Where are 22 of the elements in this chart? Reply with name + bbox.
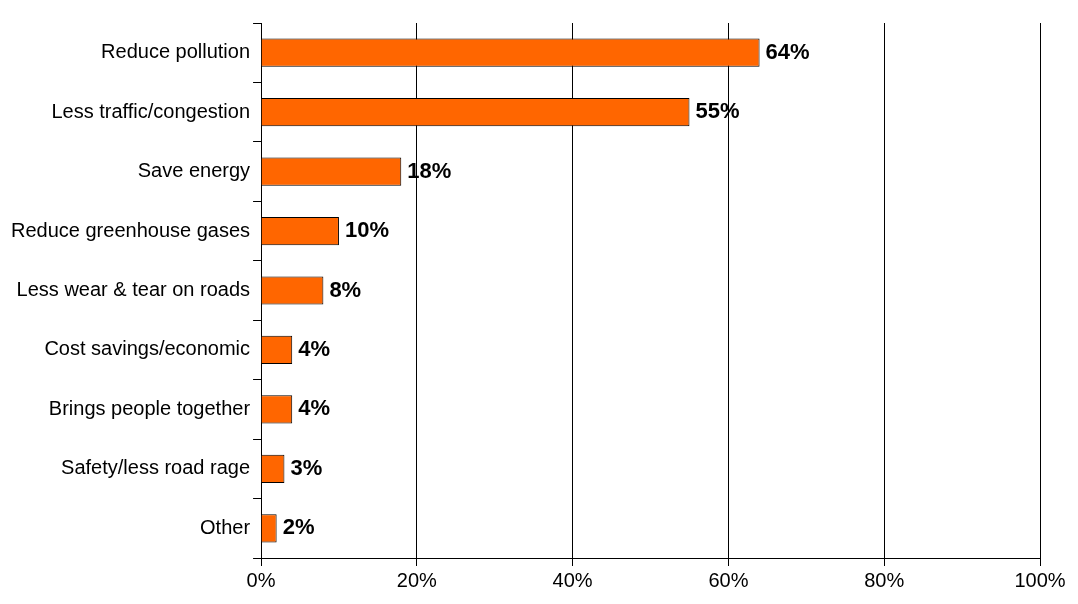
data-label: 10% xyxy=(344,217,389,243)
y-tick-label: Safety/less road rage xyxy=(61,456,251,479)
y-tick-label: Brings people together xyxy=(48,396,251,419)
data-label: 3% xyxy=(290,454,323,480)
data-label: 64% xyxy=(765,38,810,64)
y-tick-label: Reduce greenhouse gases xyxy=(11,218,251,241)
x-tick-label: 40% xyxy=(552,568,593,591)
data-label: 4% xyxy=(298,395,331,421)
y-tick-label: Less traffic/congestion xyxy=(51,99,251,122)
x-tick-label: 0% xyxy=(246,568,276,591)
data-label: 8% xyxy=(329,276,362,302)
y-tick-label: Cost savings/economic xyxy=(44,337,251,360)
y-tick-label: Reduce pollution xyxy=(101,40,251,63)
data-label: 4% xyxy=(298,336,331,362)
y-tick-label: Save energy xyxy=(137,159,251,182)
y-tick-label: Other xyxy=(200,515,251,538)
x-tick-label: 100% xyxy=(1014,568,1066,591)
x-tick-label: 80% xyxy=(864,568,905,591)
data-label: 2% xyxy=(282,514,315,540)
x-tick-label: 60% xyxy=(708,568,749,591)
y-tick-label: Less wear & tear on roads xyxy=(16,278,251,301)
x-tick-label: 20% xyxy=(396,568,438,591)
